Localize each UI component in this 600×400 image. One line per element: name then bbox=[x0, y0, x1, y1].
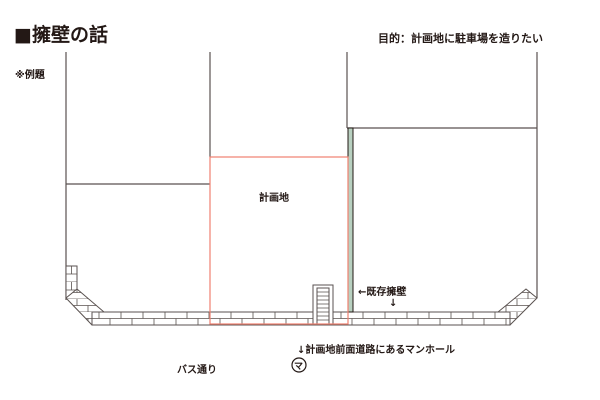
page-title: ■擁壁の話 bbox=[14, 24, 108, 46]
manhole-symbol: マ bbox=[294, 362, 304, 372]
plan-site-outline bbox=[209, 156, 349, 325]
brick-wall-bottom bbox=[91, 311, 511, 326]
bus-street-label: バス通り bbox=[177, 365, 217, 376]
example-note: ※例題 bbox=[15, 70, 45, 81]
plan-site-label: 計画地 bbox=[259, 193, 289, 204]
manhole-note: ↓計画地前面道路にあるマンホール bbox=[297, 345, 455, 356]
existing-wall-label: ←既存擁壁 bbox=[358, 287, 407, 298]
existing-retaining-wall bbox=[347, 127, 354, 313]
manhole-icon bbox=[291, 357, 307, 373]
down-arrow-label: ↓ bbox=[389, 298, 398, 309]
stairs bbox=[312, 284, 334, 326]
purpose-text: 目的：計画地に駐車場を造りたい bbox=[378, 32, 543, 45]
